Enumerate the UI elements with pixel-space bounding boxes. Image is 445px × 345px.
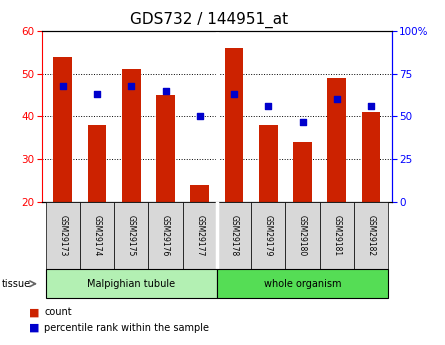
FancyBboxPatch shape [183,202,217,269]
Text: GSM29182: GSM29182 [367,215,376,256]
Bar [225,48,243,202]
Text: ■: ■ [29,307,40,317]
FancyBboxPatch shape [320,202,354,269]
Text: ■: ■ [29,323,40,333]
Point [196,114,203,119]
FancyBboxPatch shape [114,202,149,269]
Text: percentile rank within the sample: percentile rank within the sample [44,323,210,333]
Bar [88,125,106,202]
FancyBboxPatch shape [217,269,388,298]
Text: GSM29180: GSM29180 [298,215,307,256]
Bar [362,112,380,202]
Bar [122,69,141,202]
Point [333,97,340,102]
FancyBboxPatch shape [251,202,285,269]
FancyBboxPatch shape [46,269,217,298]
Text: GSM29181: GSM29181 [332,215,341,256]
Text: GSM29174: GSM29174 [93,215,101,256]
Bar [190,185,209,202]
Text: GSM29178: GSM29178 [230,215,239,256]
Point [368,104,375,109]
Bar [293,142,312,202]
Text: GDS732 / 144951_at: GDS732 / 144951_at [130,12,288,28]
Text: GSM29173: GSM29173 [58,215,67,256]
Bar [53,57,72,202]
FancyBboxPatch shape [80,202,114,269]
Point [162,88,169,93]
Text: Malpighian tubule: Malpighian tubule [87,279,175,289]
Text: whole organism: whole organism [264,279,341,289]
Bar [156,95,175,202]
FancyBboxPatch shape [354,202,388,269]
FancyBboxPatch shape [149,202,183,269]
FancyBboxPatch shape [285,202,320,269]
Point [128,83,135,88]
Text: tissue: tissue [2,279,31,289]
Text: GSM29176: GSM29176 [161,215,170,256]
Text: GSM29177: GSM29177 [195,215,204,256]
Bar [259,125,278,202]
Point [231,91,238,97]
Text: GSM29179: GSM29179 [264,215,273,256]
FancyBboxPatch shape [46,202,80,269]
Point [265,104,272,109]
Bar [328,78,346,202]
FancyBboxPatch shape [217,202,251,269]
Point [299,119,306,124]
Point [59,83,66,88]
Text: GSM29175: GSM29175 [127,215,136,256]
Point [93,91,101,97]
Text: count: count [44,307,72,317]
